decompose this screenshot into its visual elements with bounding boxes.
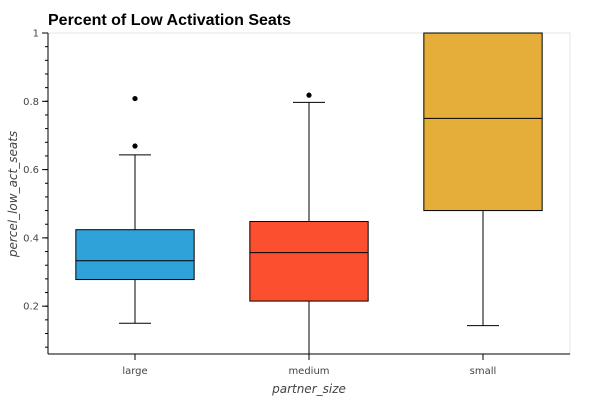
y-tick-label: 0.8 — [23, 97, 39, 108]
y-tick-label: 0.2 — [23, 302, 39, 313]
y-tick-label: 0.4 — [23, 233, 39, 244]
x-axis: large medium small — [48, 353, 570, 377]
box-body — [249, 221, 369, 302]
chart-title: Percent of Low Activation Seats — [48, 12, 291, 29]
y-tick-label: 1 — [33, 29, 39, 40]
x-axis-label: partner_size — [271, 382, 346, 396]
outlier-point — [306, 92, 312, 98]
outlier-point — [132, 143, 138, 149]
box-medium — [249, 92, 369, 355]
box-body — [75, 229, 195, 281]
box-small — [423, 32, 543, 327]
y-axis-label: percel_low_act_seats — [6, 131, 20, 258]
box-body — [423, 32, 543, 212]
box-large — [75, 95, 195, 324]
x-tick-label-small: small — [470, 366, 497, 377]
x-tick-label-medium: medium — [288, 366, 329, 377]
boxes-layer — [75, 32, 543, 355]
outlier-point — [132, 95, 138, 102]
y-axis: 0.2 0.4 0.6 0.8 1 — [23, 29, 49, 354]
y-tick-label: 0.6 — [23, 165, 39, 176]
x-tick-label-large: large — [122, 366, 147, 377]
